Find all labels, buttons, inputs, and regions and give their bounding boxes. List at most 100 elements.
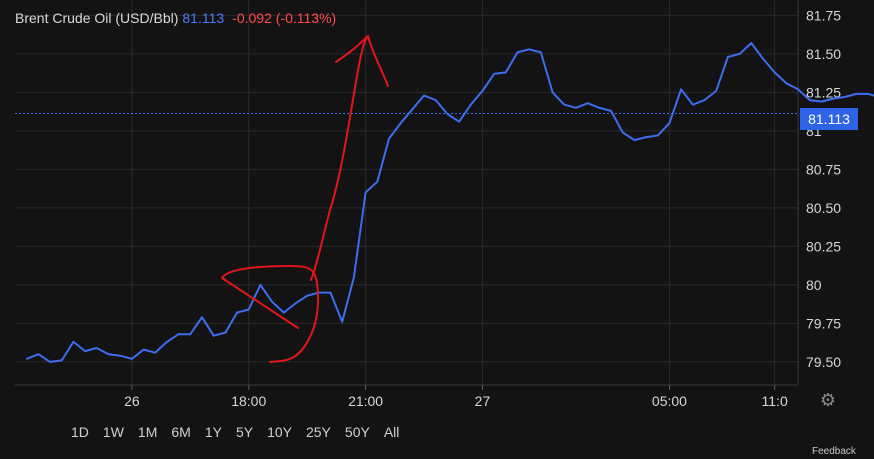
price-point bbox=[621, 131, 624, 134]
price-point bbox=[832, 97, 834, 100]
range-button-50y[interactable]: 50Y bbox=[338, 424, 377, 440]
y-tick-labels: 79.5079.758080.2580.5080.758181.2581.508… bbox=[806, 7, 841, 369]
last-price: 81.113 bbox=[182, 10, 225, 26]
price-point bbox=[341, 321, 344, 323]
x-tick-label: 21:00 bbox=[348, 393, 383, 409]
price-point bbox=[49, 361, 51, 363]
annotation-rise-stroke bbox=[310, 35, 389, 281]
price-point bbox=[166, 341, 168, 343]
range-button-6m[interactable]: 6M bbox=[164, 424, 197, 440]
x-tick-labels: 26 18:00 21:00 27 05:00 11:0 bbox=[124, 385, 788, 409]
settings-gear-icon[interactable]: ⚙ bbox=[819, 390, 837, 410]
price-point bbox=[72, 341, 75, 343]
price-point bbox=[680, 88, 682, 91]
x-tick-label: 18:00 bbox=[231, 393, 266, 409]
price-point bbox=[399, 122, 402, 124]
price-point bbox=[551, 91, 554, 94]
y-tick-label: 81.25 bbox=[806, 84, 841, 100]
price-point bbox=[107, 353, 110, 356]
price-point bbox=[656, 134, 659, 137]
range-button-1d[interactable]: 1D bbox=[64, 424, 96, 440]
range-button-10y[interactable]: 10Y bbox=[260, 424, 299, 440]
price-point bbox=[855, 93, 858, 95]
time-range-selector: 1D 1W 1M 6M 1Y 5Y 10Y 25Y 50Y All bbox=[64, 424, 406, 440]
x-tick-label: 05:00 bbox=[652, 393, 687, 409]
price-point bbox=[586, 102, 589, 104]
price-point bbox=[84, 350, 86, 352]
x-tick-label: 27 bbox=[475, 393, 491, 409]
price-point bbox=[388, 137, 390, 140]
price-point bbox=[329, 291, 332, 294]
price-point bbox=[201, 316, 203, 319]
price-point bbox=[96, 347, 98, 349]
instrument-name: Brent Crude Oil (USD/Bbl) bbox=[15, 10, 179, 26]
price-point bbox=[142, 348, 145, 351]
price-point bbox=[610, 110, 612, 112]
price-point bbox=[867, 93, 869, 95]
price-point bbox=[259, 284, 262, 286]
range-button-5y[interactable]: 5Y bbox=[229, 424, 260, 440]
last-price-tag: 81.113 bbox=[800, 108, 858, 130]
price-point bbox=[703, 99, 706, 101]
price-point bbox=[808, 99, 811, 101]
price-point bbox=[247, 308, 250, 311]
range-button-1w[interactable]: 1W bbox=[96, 424, 131, 440]
price-point bbox=[224, 331, 227, 334]
hand-drawn-annotation bbox=[221, 35, 389, 363]
price-point bbox=[750, 42, 753, 44]
price-point bbox=[575, 107, 577, 109]
feedback-link[interactable]: Feedback bbox=[812, 446, 856, 457]
price-point bbox=[773, 71, 776, 74]
range-button-all[interactable]: All bbox=[377, 424, 407, 440]
y-tick-label: 81.75 bbox=[806, 7, 841, 23]
range-button-1m[interactable]: 1M bbox=[131, 424, 164, 440]
horizontal-gridlines bbox=[15, 14, 798, 363]
price-series-line bbox=[26, 42, 874, 363]
range-button-25y[interactable]: 25Y bbox=[299, 424, 338, 440]
price-point bbox=[598, 107, 601, 109]
price-point bbox=[306, 294, 308, 297]
y-tick-label: 80.50 bbox=[806, 200, 841, 216]
price-point bbox=[131, 358, 133, 360]
price-point bbox=[353, 276, 355, 279]
y-tick-label: 80.25 bbox=[806, 238, 841, 254]
price-point bbox=[843, 96, 846, 98]
y-tick-label: 80 bbox=[806, 277, 822, 293]
price-point bbox=[119, 354, 121, 357]
price-point bbox=[294, 302, 297, 305]
price-change: -0.092 (-0.113%) bbox=[232, 10, 337, 26]
price-points bbox=[25, 42, 869, 363]
annotation-loop-stroke bbox=[221, 265, 319, 363]
price-point bbox=[60, 359, 63, 362]
price-point bbox=[411, 108, 414, 111]
x-tick-label: 11:0 bbox=[762, 393, 788, 409]
price-point bbox=[785, 82, 788, 84]
price-point bbox=[633, 139, 636, 141]
price-point bbox=[797, 88, 799, 91]
y-tick-label: 81.50 bbox=[806, 46, 841, 62]
price-point bbox=[645, 136, 647, 138]
price-point bbox=[820, 100, 823, 103]
price-point bbox=[25, 358, 28, 360]
price-point bbox=[481, 90, 484, 92]
price-point bbox=[212, 334, 215, 337]
price-point bbox=[376, 180, 379, 183]
price-point bbox=[189, 333, 192, 335]
price-point bbox=[446, 113, 449, 115]
price-point bbox=[493, 73, 495, 75]
price-point bbox=[236, 311, 238, 314]
price-point bbox=[540, 51, 542, 54]
price-point bbox=[177, 333, 180, 335]
price-point bbox=[434, 99, 437, 101]
price-point bbox=[364, 191, 367, 194]
price-point bbox=[516, 51, 519, 54]
price-point bbox=[282, 311, 285, 314]
price-point bbox=[528, 48, 531, 51]
price-point bbox=[458, 120, 460, 123]
price-point bbox=[469, 103, 472, 106]
range-button-1y[interactable]: 1Y bbox=[198, 424, 229, 440]
price-point bbox=[154, 351, 157, 354]
y-tick-label: 79.75 bbox=[806, 315, 841, 331]
price-point bbox=[762, 57, 764, 60]
